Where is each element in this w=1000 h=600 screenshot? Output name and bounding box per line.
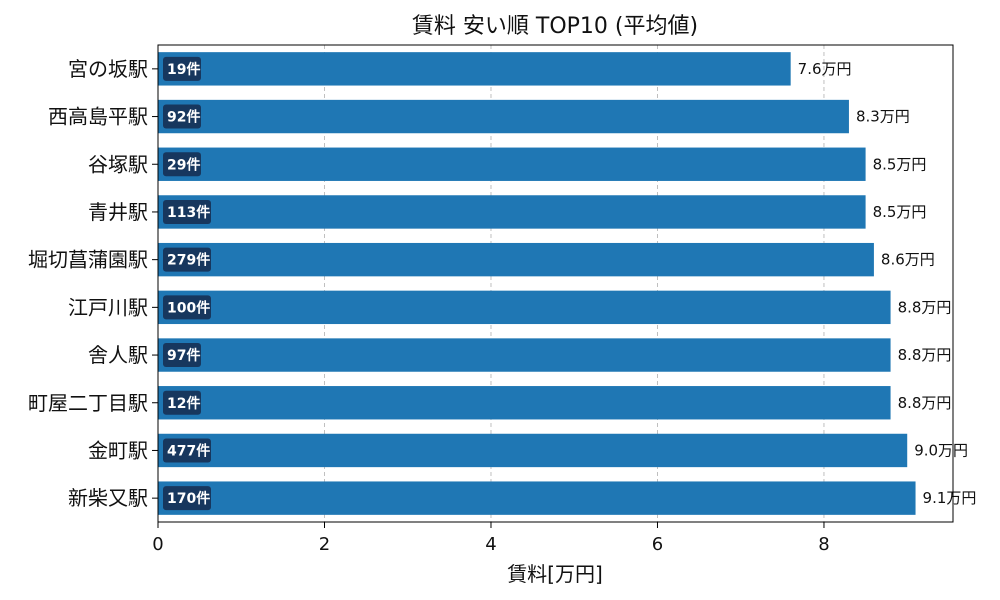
chart-title: 賃料 安い順 TOP10 (平均値)	[412, 14, 698, 39]
bar	[158, 147, 866, 181]
y-tick-label: 西高島平駅	[48, 105, 148, 129]
x-tick-label: 0	[152, 534, 163, 555]
y-tick-label: 金町駅	[88, 438, 148, 462]
bar	[158, 481, 916, 515]
x-tick-label: 8	[818, 534, 829, 555]
x-tick-label: 6	[652, 534, 663, 555]
value-label: 9.0万円	[914, 441, 968, 459]
value-label: 8.5万円	[873, 155, 927, 173]
bar	[158, 290, 891, 325]
y-tick-label: 谷塚駅	[88, 152, 148, 176]
y-tick-label: 堀切菖蒲園駅	[28, 248, 148, 272]
count-label: 92件	[167, 109, 200, 126]
count-label: 113件	[167, 204, 210, 221]
count-label: 97件	[167, 347, 200, 364]
count-badge	[163, 438, 211, 463]
count-badge	[163, 104, 201, 129]
plot-frame	[157, 44, 954, 523]
count-label: 12件	[167, 395, 200, 412]
count-label: 477件	[167, 442, 210, 459]
value-label: 7.6万円	[798, 60, 852, 78]
bar	[158, 338, 891, 372]
y-tick-label: 町屋二丁目駅	[28, 391, 148, 415]
y-tick-label: 江戸川駅	[68, 295, 148, 319]
x-tick-label: 2	[319, 534, 330, 555]
count-badge	[163, 247, 211, 272]
value-label: 8.8万円	[898, 346, 952, 364]
count-label: 100件	[167, 299, 210, 316]
x-axis-label: 賃料[万円]	[507, 562, 603, 586]
count-label: 170件	[167, 490, 210, 507]
bar	[158, 195, 866, 229]
value-label: 8.8万円	[898, 394, 952, 412]
count-badge	[163, 486, 211, 511]
count-badge	[163, 295, 211, 320]
bar	[158, 242, 874, 277]
value-label: 8.3万円	[856, 108, 910, 126]
count-label: 279件	[167, 252, 210, 269]
count-label: 29件	[167, 156, 200, 173]
bar	[158, 386, 891, 420]
y-tick-label: 新柴又駅	[68, 486, 148, 510]
y-tick-label: 青井駅	[88, 200, 148, 224]
bar	[158, 433, 908, 468]
y-tick-label: 宮の坂駅	[68, 57, 148, 81]
bar	[158, 99, 849, 134]
count-badge	[163, 199, 211, 224]
count-badge	[163, 390, 201, 415]
count-badge	[163, 343, 201, 368]
value-label: 8.5万円	[873, 203, 927, 221]
value-label: 8.6万円	[881, 251, 935, 269]
value-label: 9.1万円	[923, 489, 977, 507]
value-label: 8.8万円	[898, 298, 952, 316]
count-label: 19件	[167, 61, 200, 78]
y-tick-label: 舎人駅	[88, 343, 148, 367]
x-tick-label: 4	[485, 534, 496, 555]
count-badge	[163, 56, 201, 81]
count-badge	[163, 152, 201, 177]
bar	[158, 52, 791, 86]
